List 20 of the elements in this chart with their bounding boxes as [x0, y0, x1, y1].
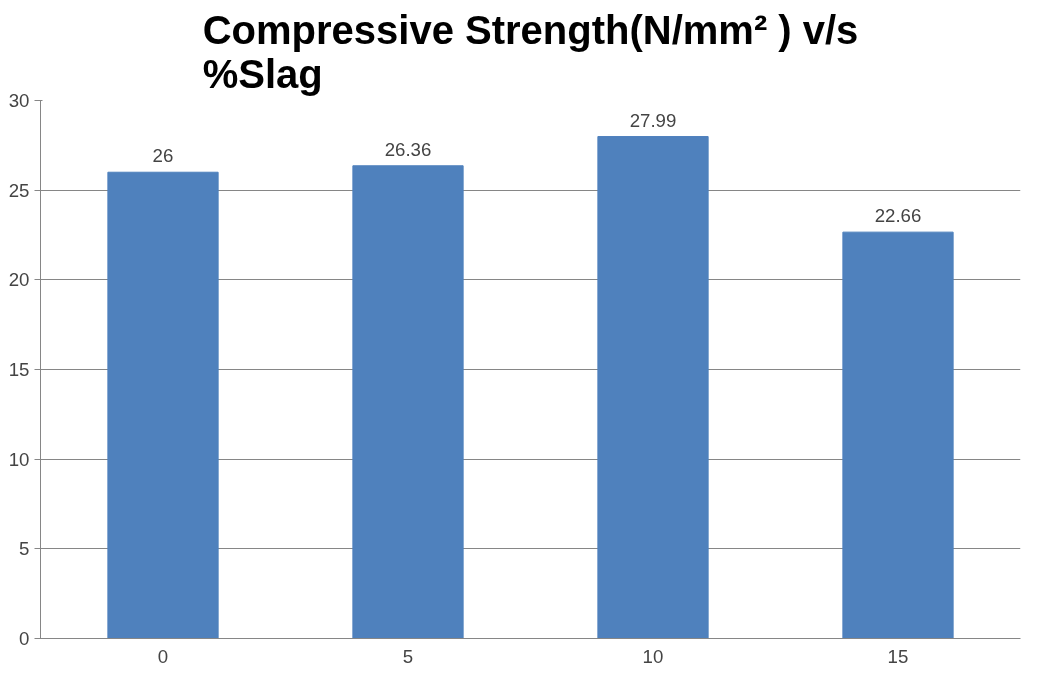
bar	[842, 231, 954, 639]
y-tick-label: 0	[19, 628, 30, 649]
y-tick-label: 10	[8, 448, 30, 470]
data-label: 26.36	[384, 138, 432, 160]
y-tick-label: 5	[19, 538, 30, 560]
x-tick-label: 10	[642, 645, 664, 667]
data-label: 27.99	[629, 109, 677, 131]
data-label: 26	[152, 145, 174, 167]
chart-title: Compressive Strength(N/mm² ) v/s %Slag	[202, 7, 859, 96]
data-label: 22.66	[874, 205, 922, 227]
y-tick-label: 25	[8, 179, 30, 201]
x-tick-label: 15	[887, 645, 909, 667]
y-tick-label: 20	[8, 269, 30, 291]
y-tick-label: 30	[8, 90, 30, 111]
x-tick-label: 5	[402, 645, 414, 667]
bar	[597, 136, 709, 639]
x-tick-label: 0	[157, 645, 169, 667]
bar	[107, 171, 219, 639]
bar	[352, 165, 464, 639]
y-tick-label: 15	[8, 359, 30, 380]
